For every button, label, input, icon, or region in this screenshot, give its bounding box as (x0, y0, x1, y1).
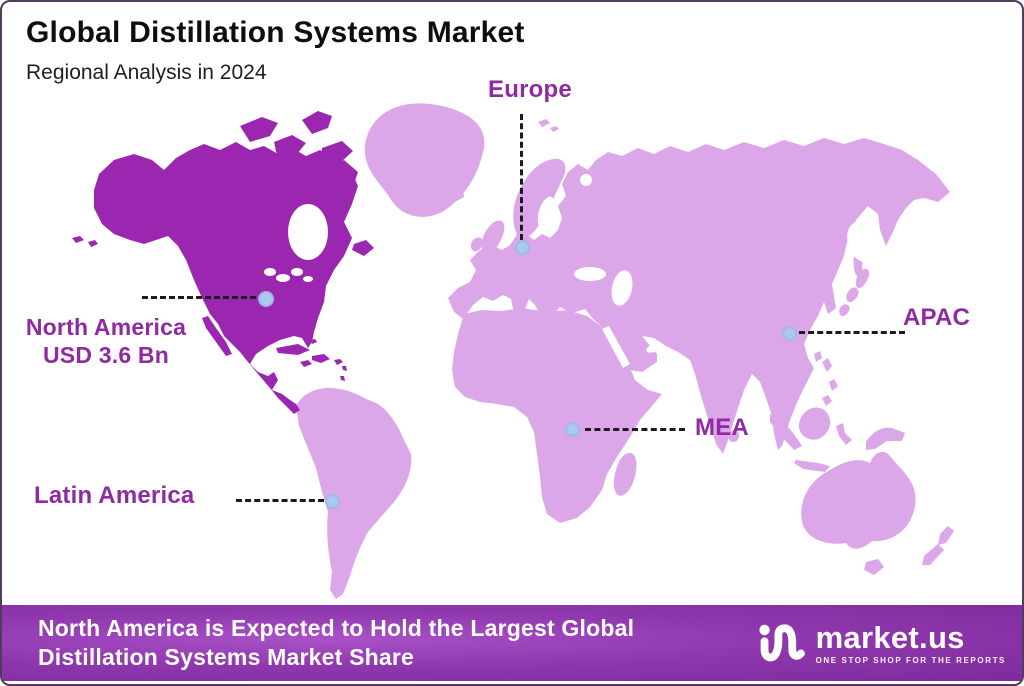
region-svalbard (538, 119, 559, 132)
region-eurasia (448, 138, 950, 454)
region-new-guinea (866, 427, 905, 450)
region-ireland (470, 237, 483, 252)
region-new-zealand (922, 526, 954, 565)
baltic-sea (537, 196, 555, 228)
region-greenland (364, 103, 485, 217)
highlight-region-north-america (72, 111, 374, 414)
white-sea (580, 174, 592, 186)
region-great-britain (481, 220, 505, 256)
region-iceland (441, 187, 464, 203)
marker-dot-apac (782, 326, 797, 341)
persian-gulf (646, 343, 662, 353)
region-japan (839, 268, 870, 317)
region-caribbean-islands (276, 332, 347, 381)
hudson-bay (288, 204, 328, 260)
region-baffin-island (324, 160, 358, 200)
region-tasmania (864, 559, 884, 575)
region-philippines (822, 358, 838, 406)
label-north-america-name: North America (25, 314, 187, 340)
marker-dot-north-america (258, 291, 274, 307)
label-apac: APAC (903, 304, 971, 331)
region-sumatra (770, 414, 802, 450)
banner-headline-line2: Distillation Systems Market Share (38, 644, 415, 670)
banner-headline-line1: North America is Expected to Hold the La… (38, 615, 635, 641)
region-north-america-mainland (94, 142, 358, 414)
market-us-logo: market.us ONE STOP SHOP FOR THE REPORTS (755, 617, 1006, 669)
bottom-banner: North America is Expected to Hold the La… (2, 605, 1022, 681)
light-regions (296, 103, 954, 599)
sea-of-okhotsk (847, 221, 877, 263)
label-europe: Europe (488, 76, 572, 103)
black-sea (574, 267, 606, 281)
region-java (794, 460, 830, 472)
page-title: Global Distillation Systems Market (26, 16, 525, 49)
region-taiwan (814, 351, 822, 362)
region-canadian-arctic-islands (240, 111, 353, 174)
region-aleutian-islands (72, 236, 98, 247)
water-bodies (264, 174, 877, 368)
leader-line-north-america (142, 296, 256, 299)
page-subtitle: Regional Analysis in 2024 (26, 61, 267, 84)
region-africa (452, 308, 662, 523)
label-north-america-value: USD 3.6 Bn (43, 342, 169, 368)
leader-line-apac (799, 331, 905, 334)
market-us-logo-text: market.us ONE STOP SHOP FOR THE REPORTS (816, 622, 1006, 665)
banner-headline: North America is Expected to Hold the La… (38, 614, 634, 672)
region-sri-lanka (728, 430, 740, 443)
marker-dot-latin-america (325, 494, 340, 509)
red-sea (602, 326, 630, 368)
region-newfoundland (352, 240, 374, 256)
market-us-logo-icon (758, 624, 805, 662)
caspian-sea (611, 270, 633, 306)
label-latin-america: Latin America (34, 482, 195, 509)
region-scandinavia (513, 158, 566, 239)
label-north-america: North America USD 3.6 Bn (8, 313, 204, 369)
region-borneo (798, 407, 831, 440)
region-madagascar (613, 452, 637, 496)
logo-tagline: ONE STOP SHOP FOR THE REPORTS (815, 655, 1006, 665)
logo-name: market.us (815, 619, 965, 655)
great-lakes (264, 268, 313, 282)
leader-line-europe (520, 114, 523, 240)
leader-line-latin-america (236, 499, 324, 502)
header: Global Distillation Systems Market Regio… (26, 16, 525, 85)
region-baja-california (202, 316, 232, 356)
leader-line-mea (585, 428, 685, 431)
region-sulawesi (836, 423, 852, 445)
label-mea: MEA (695, 414, 749, 441)
marker-dot-europe (515, 240, 530, 255)
marker-dot-mea (565, 422, 580, 437)
region-south-america (296, 387, 412, 599)
region-australia (801, 451, 916, 549)
